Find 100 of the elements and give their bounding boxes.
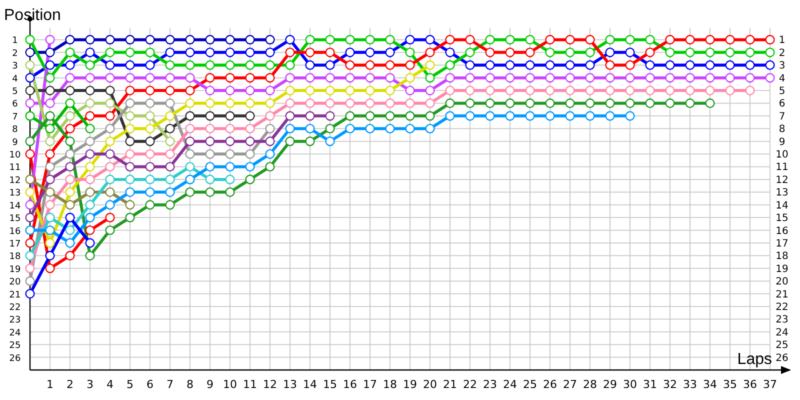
- point: [425, 48, 435, 58]
- point: [105, 98, 115, 108]
- point: [265, 136, 275, 146]
- point: [185, 174, 195, 184]
- y-tick-label: 11: [9, 163, 21, 174]
- point: [485, 60, 495, 70]
- point: [345, 86, 355, 96]
- y-tick-label: 1: [12, 36, 18, 46]
- x-tick-label: 32: [663, 378, 677, 391]
- y2-tick-label: 1: [778, 35, 786, 46]
- point: [25, 73, 35, 83]
- point: [85, 149, 95, 159]
- point: [25, 136, 35, 146]
- point: [365, 48, 375, 58]
- y-tick-label: 12: [9, 176, 21, 186]
- point: [65, 124, 75, 134]
- y-tick-label: 15: [9, 214, 21, 224]
- point: [45, 187, 55, 197]
- point: [205, 86, 215, 96]
- point: [225, 149, 235, 159]
- y2-tick-label: 2: [778, 48, 786, 59]
- point: [685, 86, 695, 96]
- point: [185, 111, 195, 121]
- point: [245, 136, 255, 146]
- point: [145, 98, 155, 108]
- x-tick-label: 15: [323, 378, 337, 391]
- point: [525, 111, 535, 121]
- point: [405, 111, 415, 121]
- point: [25, 200, 35, 210]
- point: [105, 200, 115, 210]
- point: [405, 98, 415, 108]
- point: [605, 73, 615, 83]
- point: [65, 162, 75, 172]
- point: [245, 34, 255, 45]
- y-tick-label: 26: [9, 354, 21, 364]
- point: [445, 73, 455, 83]
- point: [105, 124, 115, 134]
- y2-tick-label: 4: [778, 73, 786, 84]
- point: [365, 124, 375, 134]
- point: [125, 174, 135, 184]
- point: [45, 48, 55, 58]
- point: [225, 111, 235, 121]
- point: [625, 98, 635, 108]
- point: [145, 34, 155, 45]
- x-tick-label: 37: [763, 378, 777, 391]
- point: [205, 162, 215, 172]
- point: [685, 73, 695, 83]
- point: [205, 98, 215, 108]
- point: [325, 34, 335, 45]
- point: [425, 124, 435, 134]
- y-tick-label: 7: [12, 112, 18, 122]
- point: [765, 48, 775, 58]
- point: [545, 86, 555, 96]
- x-tick-label: 13: [283, 378, 297, 391]
- point: [305, 124, 315, 134]
- point: [425, 34, 435, 45]
- point: [145, 174, 155, 184]
- point: [65, 111, 75, 121]
- point: [465, 111, 475, 121]
- x-tick-label: 28: [583, 378, 597, 391]
- point: [345, 60, 355, 70]
- point: [405, 73, 415, 83]
- point: [25, 174, 35, 184]
- point: [445, 34, 455, 45]
- y2-tick-label: 3: [778, 60, 786, 72]
- point: [65, 98, 75, 108]
- point: [625, 73, 635, 83]
- point: [385, 73, 395, 83]
- point: [225, 60, 235, 70]
- point: [125, 187, 135, 197]
- x-tick-label: 36: [743, 378, 757, 391]
- point: [525, 60, 535, 70]
- point: [105, 34, 115, 45]
- point: [245, 162, 255, 172]
- y2-tick-label: 23: [776, 314, 788, 326]
- point: [565, 34, 575, 45]
- x-tick-label: 19: [403, 378, 417, 391]
- point: [285, 136, 295, 146]
- point: [465, 48, 475, 58]
- y2-tick-label: 22: [776, 302, 788, 313]
- point: [265, 111, 275, 121]
- point: [245, 98, 255, 108]
- point: [245, 73, 255, 83]
- point: [65, 34, 75, 45]
- point: [365, 111, 375, 121]
- point: [405, 60, 415, 70]
- point: [105, 212, 115, 222]
- point: [505, 98, 515, 108]
- point: [45, 73, 55, 83]
- point: [445, 48, 455, 58]
- point: [265, 98, 275, 108]
- y2-tick-label: 24: [776, 327, 788, 338]
- point: [165, 162, 175, 172]
- y-tick-label: 21: [9, 290, 21, 300]
- y2-tick-label: 9: [778, 136, 786, 148]
- point: [585, 73, 595, 83]
- point: [25, 238, 35, 248]
- point: [105, 136, 115, 146]
- point: [445, 111, 455, 121]
- point: [25, 212, 35, 222]
